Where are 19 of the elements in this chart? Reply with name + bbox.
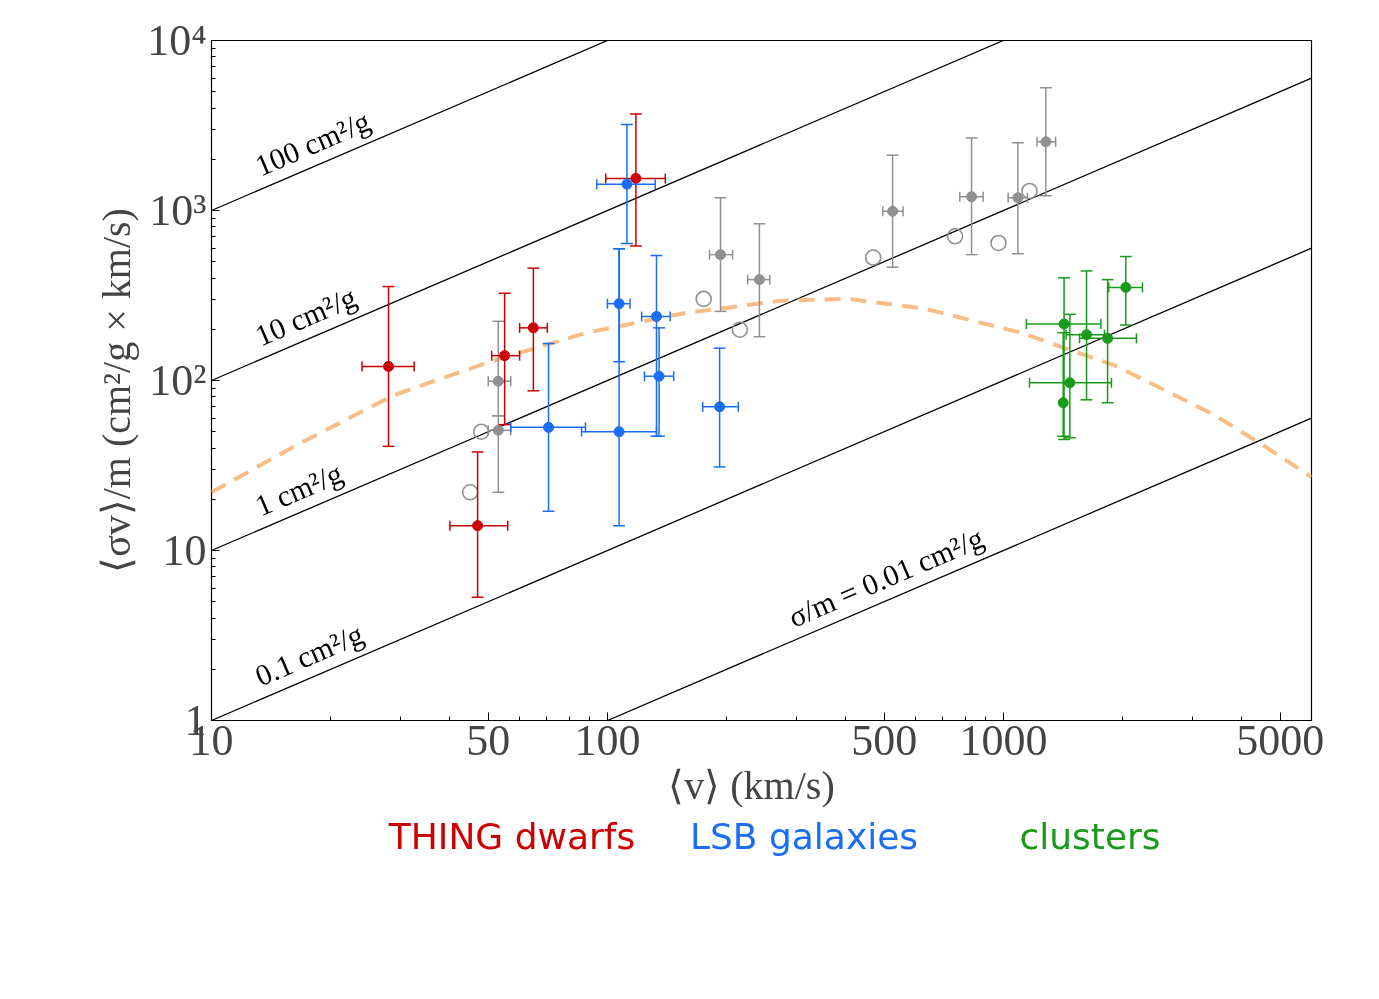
text: THING dwarfs	[388, 815, 636, 859]
y-tick-label: 10³	[149, 186, 207, 235]
text: clusters	[1019, 815, 1161, 859]
x-tick-label: 50	[466, 715, 511, 765]
y-tick-label: 10²	[149, 356, 207, 405]
x-tick-label: 5000	[1236, 715, 1325, 765]
text: σ/m = 0.01 cm²/g	[783, 520, 989, 634]
legend-label: 1 cm²/g	[250, 455, 348, 523]
legend-label: 10 cm²/g	[250, 280, 361, 353]
x-tick-label: 1000	[959, 715, 1048, 765]
x-tick-label: 500	[851, 715, 918, 765]
legend-label: 0.1 cm²/g	[250, 617, 368, 693]
y-tick-label: 10⁴	[147, 16, 207, 65]
x-axis-title: ⟨v⟩ (km/s)	[668, 762, 835, 808]
y-tick-label: 10	[162, 526, 207, 575]
text: LSB galaxies	[689, 815, 919, 859]
x-tick-label: 100	[574, 715, 641, 765]
y-axis-title: ⟨σv⟩/m (cm²/g × km/s)	[94, 208, 140, 573]
legend-label: 100 cm²/g	[250, 104, 375, 183]
